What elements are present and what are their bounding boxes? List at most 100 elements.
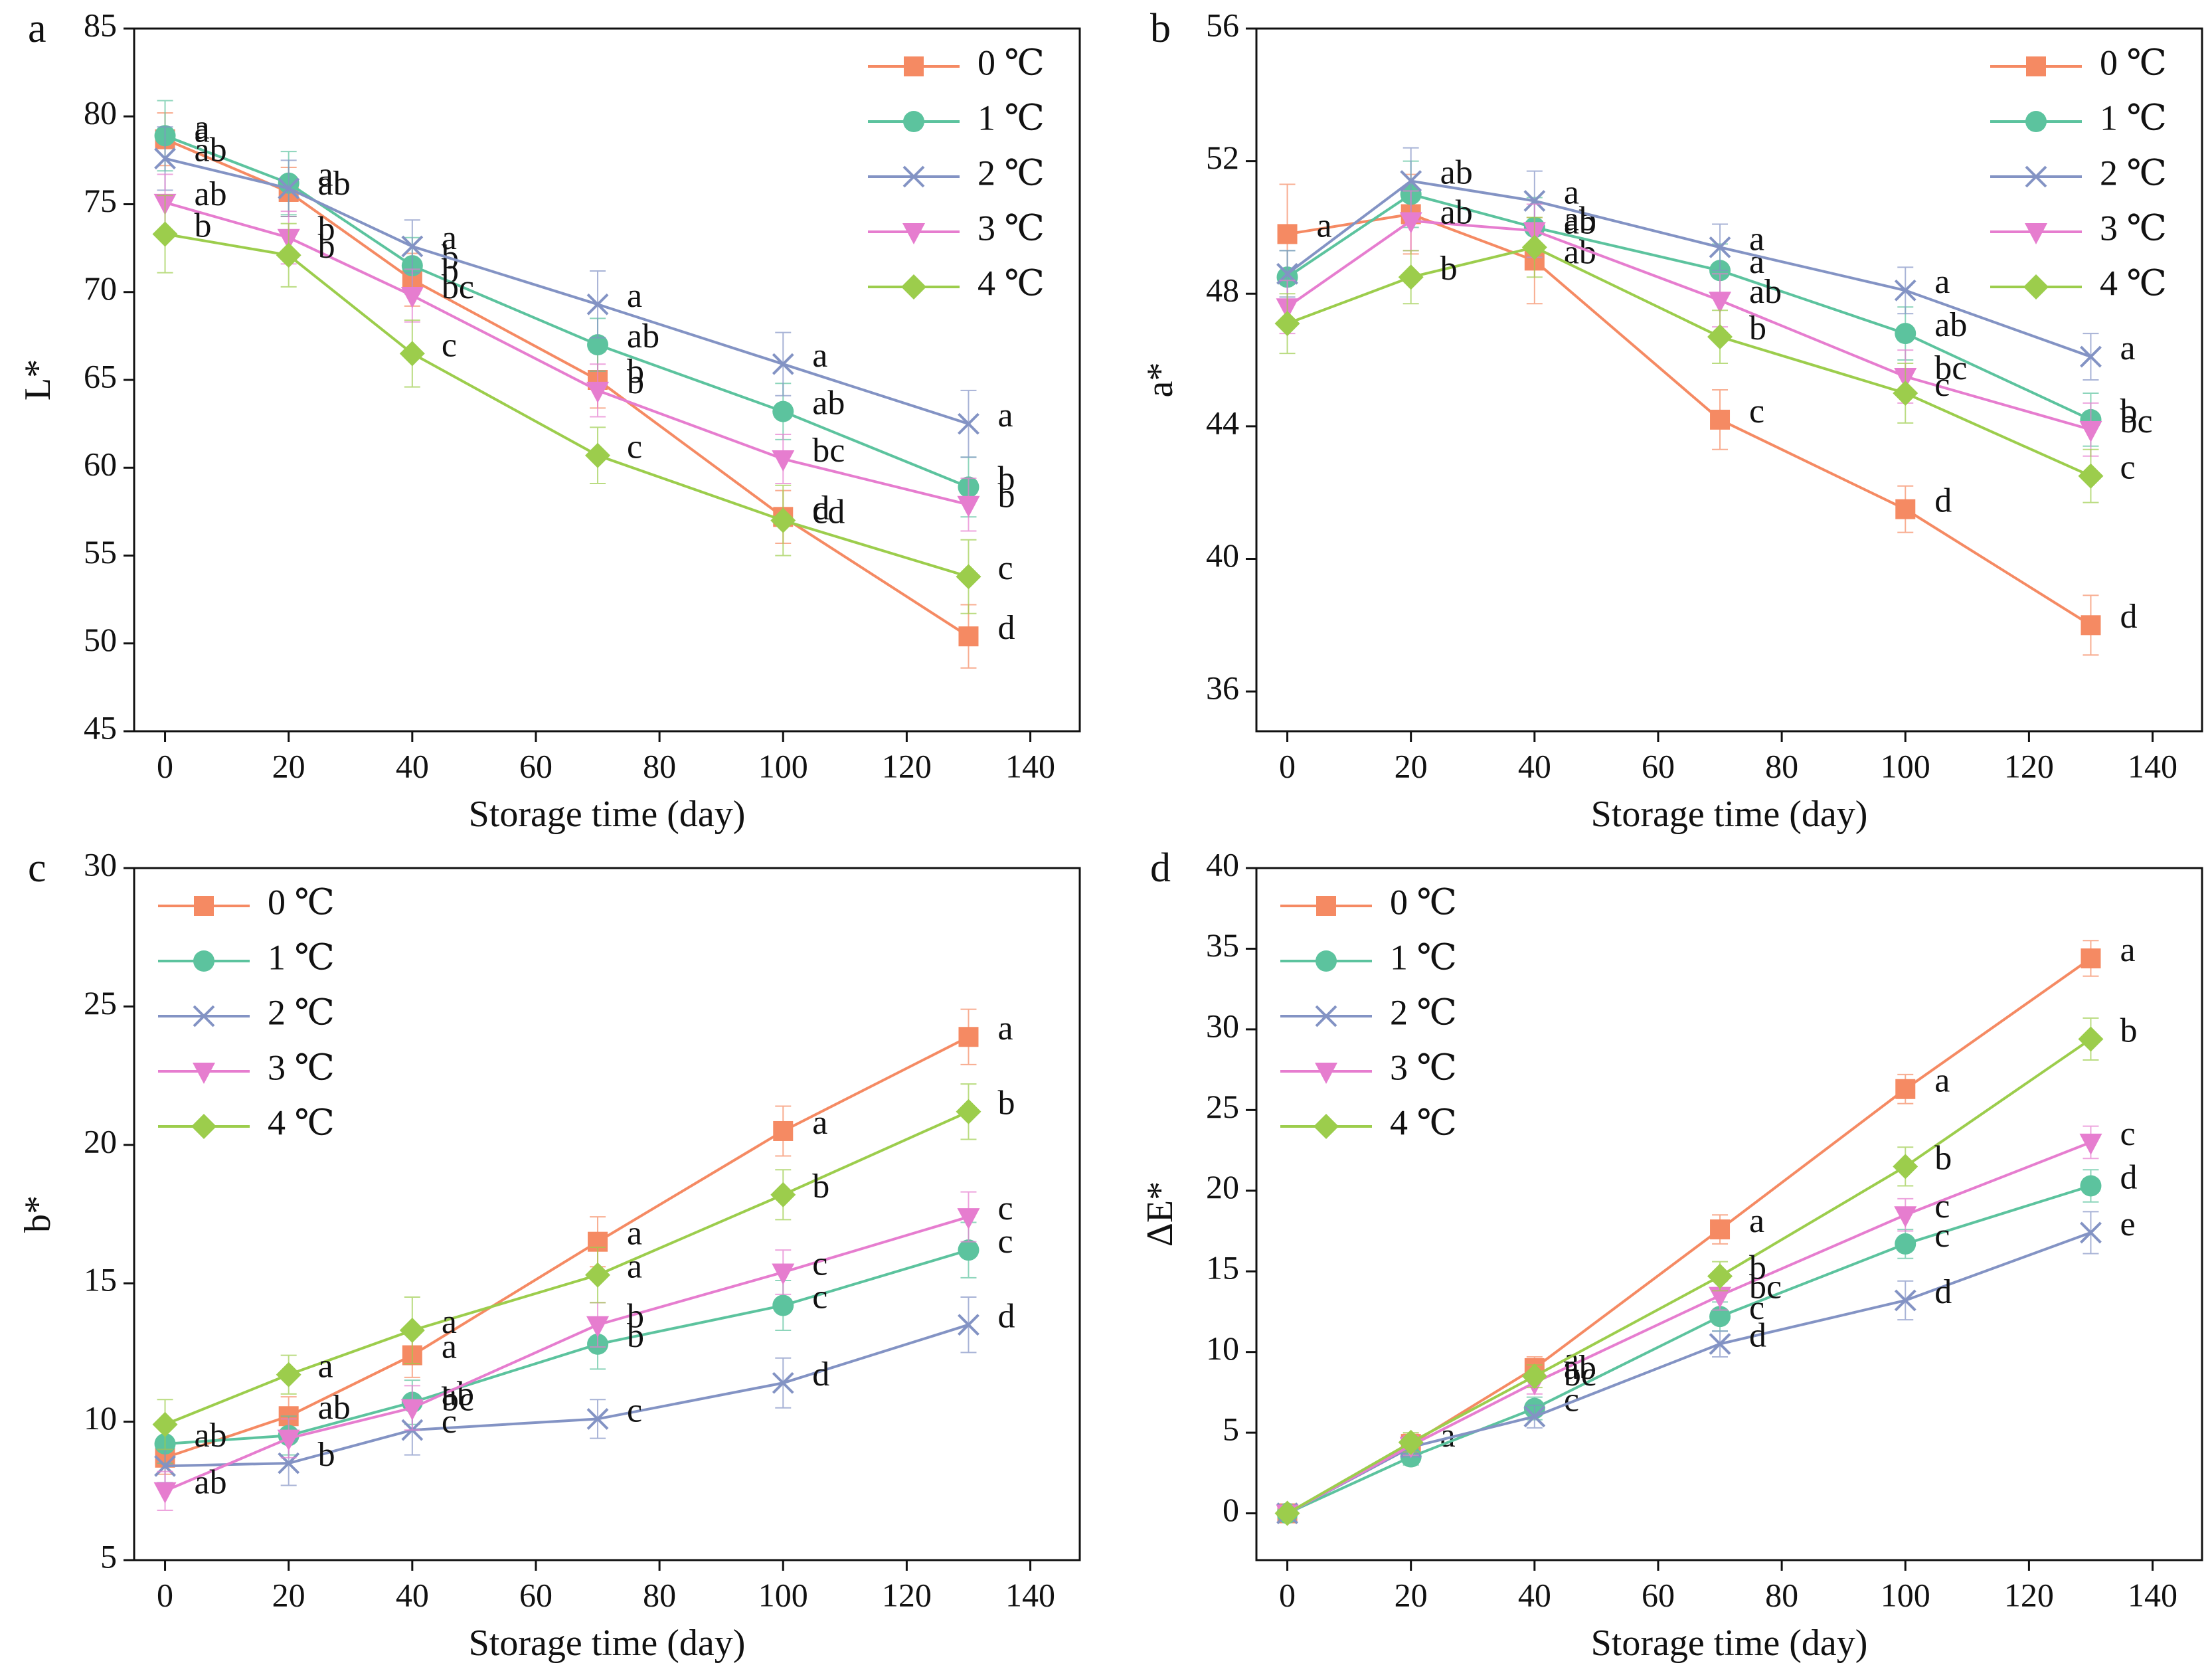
marker — [1709, 1306, 1731, 1328]
series-line — [165, 157, 970, 426]
marker — [401, 235, 424, 258]
legend-label: 3 ℃ — [268, 1047, 335, 1087]
series-line — [164, 1215, 970, 1492]
marker — [957, 495, 980, 517]
marker — [772, 353, 794, 375]
marker — [586, 381, 610, 403]
significance-letter: ab — [318, 165, 351, 203]
x-tick-label: 40 — [396, 747, 429, 784]
significance-letter: a — [1749, 1202, 1764, 1240]
x-tick-label: 40 — [1518, 747, 1551, 784]
x-tick-label: 80 — [1765, 747, 1798, 784]
x-axis-title: Storage time (day) — [1591, 794, 1868, 835]
significance-letter: c — [1934, 1188, 1950, 1225]
significance-letter: a — [1564, 173, 1579, 211]
significance-letter: c — [997, 1223, 1013, 1261]
y-tick-label: 50 — [84, 621, 117, 658]
y-tick-label: 35 — [1206, 927, 1239, 964]
y-tick-label: 5 — [1223, 1411, 1239, 1448]
plot-frame — [1255, 867, 2203, 1561]
marker — [1274, 1500, 1300, 1526]
y-tick-label: 40 — [1206, 537, 1239, 574]
marker — [1893, 1154, 1918, 1180]
plot-frame — [133, 867, 1081, 1561]
significance-letter: a — [318, 1348, 333, 1385]
series-line — [165, 1323, 970, 1468]
significance-letter: b — [318, 1436, 335, 1474]
y-tick-label: 36 — [1206, 669, 1239, 707]
marker — [278, 1452, 300, 1474]
legend-marker — [193, 950, 214, 972]
legend-label: 4 ℃ — [2100, 263, 2167, 303]
legend-label: 0 ℃ — [1390, 882, 1457, 922]
series-line — [1286, 1141, 2092, 1515]
significance-letter: c — [442, 1403, 457, 1441]
marker — [1895, 499, 1916, 519]
significance-letter: d — [1749, 1316, 1766, 1354]
significance-letter: b — [627, 1317, 644, 1355]
y-tick-label: 44 — [1206, 404, 1239, 441]
significance-letter: ab — [1749, 273, 1782, 311]
significance-letter: bc — [2120, 402, 2152, 440]
marker — [2079, 420, 2102, 442]
marker — [958, 412, 979, 435]
significance-letter: b — [627, 1298, 644, 1336]
significance-letter: b — [1934, 1139, 1952, 1177]
legend-label: 2 ℃ — [2100, 153, 2167, 193]
marker — [1893, 380, 1918, 406]
y-tick-label: 30 — [1206, 1007, 1239, 1044]
legend-marker — [903, 111, 924, 132]
marker — [1895, 323, 1916, 345]
panel: 0 20 40 60 80 100 120 140 5 10 15 20 25 30 Storage tim… — [17, 845, 1081, 1664]
significance-letter: bc — [442, 1381, 474, 1419]
y-axis-title: a* — [1140, 363, 1181, 398]
marker — [1399, 212, 1422, 234]
significance-letter: b — [195, 207, 212, 244]
marker — [1398, 264, 1424, 290]
significance-letter: ab — [195, 1464, 227, 1502]
legend-marker — [1315, 1005, 1337, 1027]
significance-letter: a — [1564, 1341, 1579, 1379]
marker — [1894, 1206, 1917, 1228]
panel: 0 20 40 60 80 100 120 140 0 5 10 15 20 25 30 35 40 Storag… — [1140, 845, 2203, 1664]
y-tick-label: 85 — [84, 6, 117, 43]
y-tick-label: 45 — [84, 709, 117, 746]
panel-label: d — [1150, 845, 1171, 891]
significance-letter: c — [997, 549, 1013, 587]
significance-letter: a — [1749, 220, 1764, 258]
plot-frame — [1255, 27, 2203, 733]
legend-marker — [902, 165, 925, 188]
significance-letter: d — [2120, 598, 2137, 636]
significance-letter: a — [442, 1328, 457, 1366]
significance-letter: c — [1749, 1289, 1764, 1327]
significance-letter: ab — [195, 175, 227, 213]
marker — [278, 177, 300, 200]
marker — [586, 1316, 610, 1338]
y-tick-label: 0 — [1223, 1491, 1239, 1528]
y-axis-title: ΔE* — [1140, 1182, 1181, 1247]
legend-label: 3 ℃ — [1390, 1047, 1457, 1087]
legend-label: 3 ℃ — [2100, 208, 2167, 248]
marker — [2078, 463, 2104, 489]
marker — [276, 1362, 301, 1387]
panel-label: c — [28, 845, 46, 891]
x-tick-label: 0 — [1279, 747, 1296, 784]
significance-letter: a — [997, 1010, 1013, 1047]
x-tick-label: 80 — [1765, 1576, 1798, 1613]
marker — [276, 242, 301, 268]
significance-letter: a — [1934, 1062, 1950, 1100]
marker — [1707, 324, 1733, 350]
marker — [1709, 236, 1731, 258]
series-line — [165, 232, 970, 578]
x-tick-label: 140 — [1005, 747, 1055, 784]
marker — [399, 1318, 425, 1344]
marker — [1400, 170, 1422, 192]
marker — [956, 1099, 981, 1124]
marker — [957, 1208, 980, 1230]
series-line — [1287, 213, 2092, 626]
significance-letter: d — [812, 489, 829, 527]
series-line — [165, 1249, 970, 1445]
significance-letter: b — [1749, 309, 1766, 347]
y-tick-label: 10 — [84, 1399, 117, 1437]
legend-label: 0 ℃ — [268, 882, 335, 922]
